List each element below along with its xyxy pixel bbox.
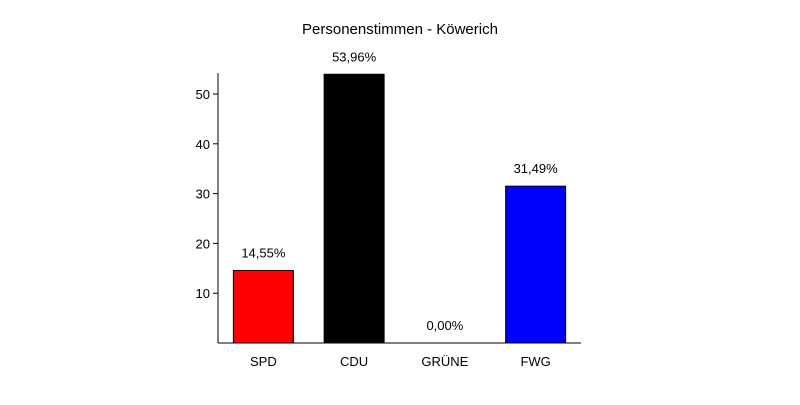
data-label: 31,49%: [514, 161, 559, 176]
y-tick-label: 30: [196, 187, 210, 202]
axes-layer: 10 20 30 40 50 SPD CDU GRÜNE FWG: [196, 73, 581, 369]
bars-layer: 14,55% 53,96% 0,00% 31,49%: [232, 49, 567, 344]
category-label: SPD: [250, 354, 277, 369]
bar-fwg: [505, 185, 567, 344]
data-label: 53,96%: [332, 49, 377, 64]
y-tick-label: 10: [196, 286, 210, 301]
chart-title: Personenstimmen - Köwerich: [302, 21, 498, 38]
data-label: 14,55%: [241, 246, 286, 261]
category-label: CDU: [340, 354, 368, 369]
y-tick-label: 20: [196, 236, 210, 251]
bar-spd: [232, 270, 294, 344]
y-tick-label: 40: [196, 137, 210, 152]
category-label: FWG: [520, 354, 550, 369]
bar-cdu: [323, 73, 385, 344]
y-tick-label: 50: [196, 87, 210, 102]
data-label: 0,00%: [426, 318, 463, 333]
category-label: GRÜNE: [421, 354, 468, 369]
